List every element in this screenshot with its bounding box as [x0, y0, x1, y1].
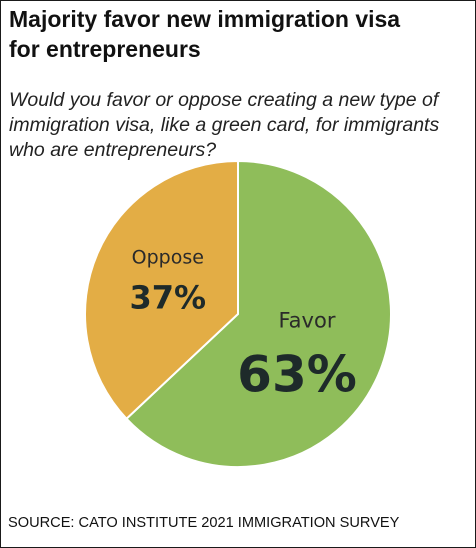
- subtitle-line: immigration visa, like a green card, for…: [9, 114, 440, 136]
- slice-value-oppose: 37%: [130, 279, 207, 317]
- title-line: for entrepreneurs: [9, 36, 201, 62]
- chart-title: Majority favor new immigration visa for …: [9, 4, 469, 64]
- subtitle-line: Would you favor or oppose creating a new…: [9, 89, 439, 111]
- title-line: Majority favor new immigration visa: [9, 6, 401, 32]
- subtitle-line: who are entrepreneurs?: [9, 139, 217, 161]
- slice-value-favor: 63%: [237, 346, 357, 404]
- pie-slice-favor: [125, 159, 392, 468]
- source-note: SOURCE: CATO INSTITUTE 2021 IMMIGRATION …: [8, 515, 400, 531]
- chart-subtitle: Would you favor or oppose creating a new…: [9, 88, 471, 163]
- pie-labels: Favor 63% Oppose 37%: [130, 247, 357, 404]
- pie-slices: [84, 159, 392, 468]
- slice-label-favor: Favor: [279, 309, 336, 333]
- pie-slice-oppose: [84, 159, 239, 421]
- slice-label-oppose: Oppose: [132, 247, 204, 269]
